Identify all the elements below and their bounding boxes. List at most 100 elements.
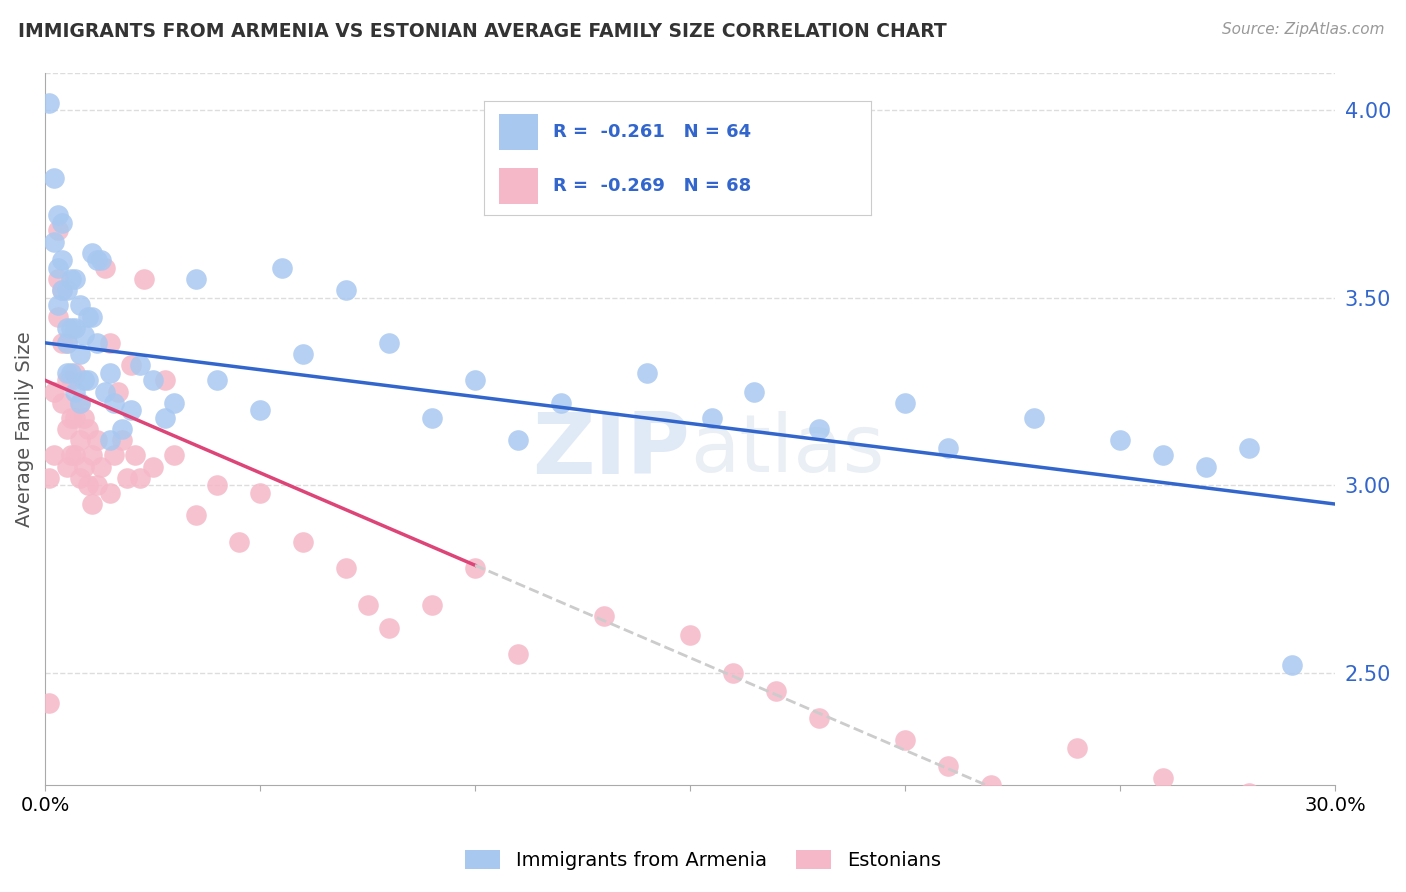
Point (124, 448, 146, 462)
Text: Source: ZipAtlas.com: Source: ZipAtlas.com (1222, 22, 1385, 37)
Point (51, 284, 73, 298)
Point (506, 647, 529, 661)
Point (636, 366, 658, 380)
Point (77, 373, 100, 387)
Point (38, 471, 60, 485)
Point (86, 434, 108, 448)
Point (506, 434, 529, 448)
Point (51, 216, 73, 230)
Point (464, 560, 486, 574)
Point (82, 448, 104, 462)
Point (55, 459, 77, 474)
Point (115, 471, 138, 485)
Point (98, 366, 121, 380)
Point (69, 347, 91, 361)
Point (73, 459, 96, 474)
Point (1022, 410, 1045, 425)
Point (1237, 786, 1260, 800)
Point (700, 410, 723, 425)
Point (1152, 771, 1174, 785)
Point (155, 373, 177, 387)
Point (1237, 441, 1260, 455)
Point (94, 384, 117, 399)
Point (86, 253, 108, 268)
Point (128, 359, 150, 373)
Point (228, 534, 250, 549)
Point (550, 396, 572, 410)
Point (335, 284, 357, 298)
Point (51, 396, 73, 410)
Point (46, 310, 69, 324)
Point (1195, 459, 1218, 474)
Point (744, 384, 766, 399)
Point (82, 246, 104, 260)
Point (464, 373, 486, 387)
Point (128, 471, 150, 485)
Point (356, 599, 378, 613)
Point (73, 410, 96, 425)
Legend: Immigrants from Armenia, Estonians: Immigrants from Armenia, Estonians (457, 842, 949, 878)
Point (63, 366, 86, 380)
Point (103, 396, 125, 410)
Point (77, 478, 100, 492)
Point (69, 434, 91, 448)
Point (270, 260, 292, 275)
Point (111, 422, 134, 436)
Point (292, 347, 315, 361)
Point (142, 373, 165, 387)
Point (335, 560, 357, 574)
Point (38, 95, 60, 110)
Point (59, 448, 82, 462)
Point (292, 534, 315, 549)
Point (42, 170, 65, 185)
Point (98, 335, 121, 350)
Point (46, 223, 69, 237)
Point (184, 272, 207, 286)
Point (184, 508, 207, 523)
Point (59, 321, 82, 335)
Point (420, 599, 443, 613)
Point (894, 396, 917, 410)
Point (46, 272, 69, 286)
Point (807, 711, 830, 725)
Point (73, 328, 96, 343)
Point (249, 403, 271, 417)
Point (69, 396, 91, 410)
Point (46, 208, 69, 222)
Point (63, 272, 86, 286)
Point (163, 396, 186, 410)
Point (42, 235, 65, 249)
Point (42, 448, 65, 462)
Point (1281, 658, 1303, 673)
Text: ZIP: ZIP (533, 409, 690, 491)
Point (679, 628, 702, 642)
Point (936, 759, 959, 773)
Point (82, 310, 104, 324)
Point (86, 478, 108, 492)
Point (249, 485, 271, 500)
Point (55, 335, 77, 350)
Point (51, 335, 73, 350)
Point (59, 410, 82, 425)
Point (69, 471, 91, 485)
Point (59, 373, 82, 387)
Point (42, 384, 65, 399)
Point (98, 485, 121, 500)
Point (51, 253, 73, 268)
Point (63, 321, 86, 335)
Point (55, 284, 77, 298)
Text: atlas: atlas (690, 411, 884, 490)
Point (721, 665, 744, 680)
Point (59, 366, 82, 380)
Point (59, 272, 82, 286)
Y-axis label: Average Family Size: Average Family Size (15, 331, 34, 527)
Point (1152, 448, 1174, 462)
Point (55, 422, 77, 436)
Point (378, 621, 401, 635)
Point (77, 422, 100, 436)
Point (980, 778, 1002, 792)
Point (142, 459, 165, 474)
Point (205, 373, 228, 387)
Point (90, 253, 112, 268)
Point (1066, 740, 1088, 755)
